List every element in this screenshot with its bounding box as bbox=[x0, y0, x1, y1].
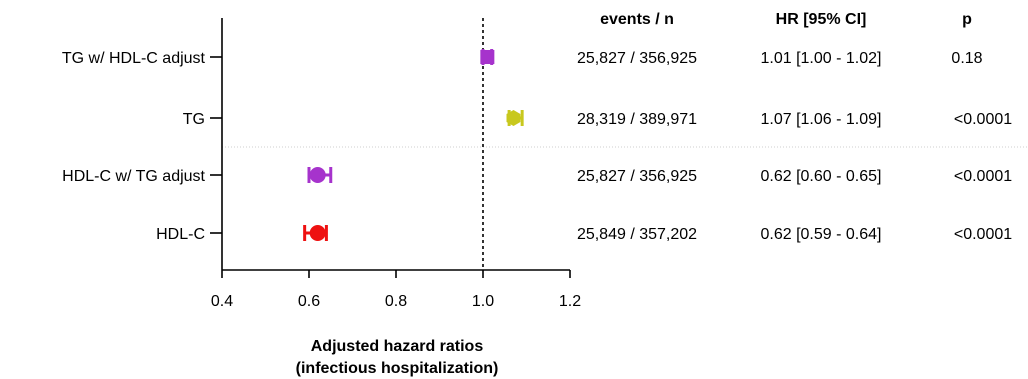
column-header: HR [95% CI] bbox=[776, 11, 867, 28]
x-tick-label: 0.6 bbox=[298, 293, 320, 310]
cell-hr-ci: 0.62 [0.59 - 0.64] bbox=[761, 226, 882, 243]
point-estimate bbox=[309, 167, 326, 183]
cell-events-n: 28,319 / 389,971 bbox=[577, 111, 697, 128]
cell-hr-ci: 0.62 [0.60 - 0.65] bbox=[761, 168, 882, 185]
point-estimate bbox=[506, 110, 521, 126]
results-table: events / n HR [95% CI] p 25,827 / 356,925 1.… bbox=[577, 11, 1012, 243]
cell-p-value: <0.0001 bbox=[954, 226, 1012, 243]
category-label: TG bbox=[183, 111, 205, 128]
category-label: TG w/ HDL-C adjust bbox=[62, 50, 206, 67]
x-tick-label: 1.2 bbox=[559, 293, 581, 310]
category-label: HDL-C w/ TG adjust bbox=[62, 168, 205, 185]
x-tick-label: 1.0 bbox=[472, 293, 494, 310]
cell-events-n: 25,827 / 356,925 bbox=[577, 50, 697, 67]
cell-p-value: 0.18 bbox=[951, 50, 982, 67]
x-tick-label: 0.8 bbox=[385, 293, 407, 310]
x-axis-title: Adjusted hazard ratios bbox=[311, 338, 484, 355]
x-tick-label: 0.4 bbox=[211, 293, 233, 310]
y-axis-categories: TG w/ HDL-C adjust TG HDL-C w/ TG adjust HD… bbox=[62, 50, 222, 243]
estimate-0 bbox=[480, 49, 495, 65]
point-estimate bbox=[309, 225, 326, 241]
plot-marks bbox=[303, 49, 524, 241]
column-header: events / n bbox=[600, 11, 674, 28]
column-header: p bbox=[962, 11, 972, 28]
estimate-1 bbox=[506, 110, 524, 126]
estimate-3 bbox=[303, 225, 328, 241]
cell-events-n: 25,827 / 356,925 bbox=[577, 168, 697, 185]
x-axis-subtitle: (infectious hospitalization) bbox=[296, 360, 499, 377]
cell-events-n: 25,849 / 357,202 bbox=[577, 226, 697, 243]
category-label: HDL-C bbox=[156, 226, 205, 243]
point-estimate bbox=[480, 50, 495, 64]
cell-hr-ci: 1.07 [1.06 - 1.09] bbox=[761, 111, 882, 128]
cell-p-value: <0.0001 bbox=[954, 111, 1012, 128]
estimate-2 bbox=[307, 167, 333, 183]
x-axis: 0.4 0.6 0.8 1.0 1.2 bbox=[211, 18, 581, 310]
cell-hr-ci: 1.01 [1.00 - 1.02] bbox=[761, 50, 882, 67]
cell-p-value: <0.0001 bbox=[954, 168, 1012, 185]
